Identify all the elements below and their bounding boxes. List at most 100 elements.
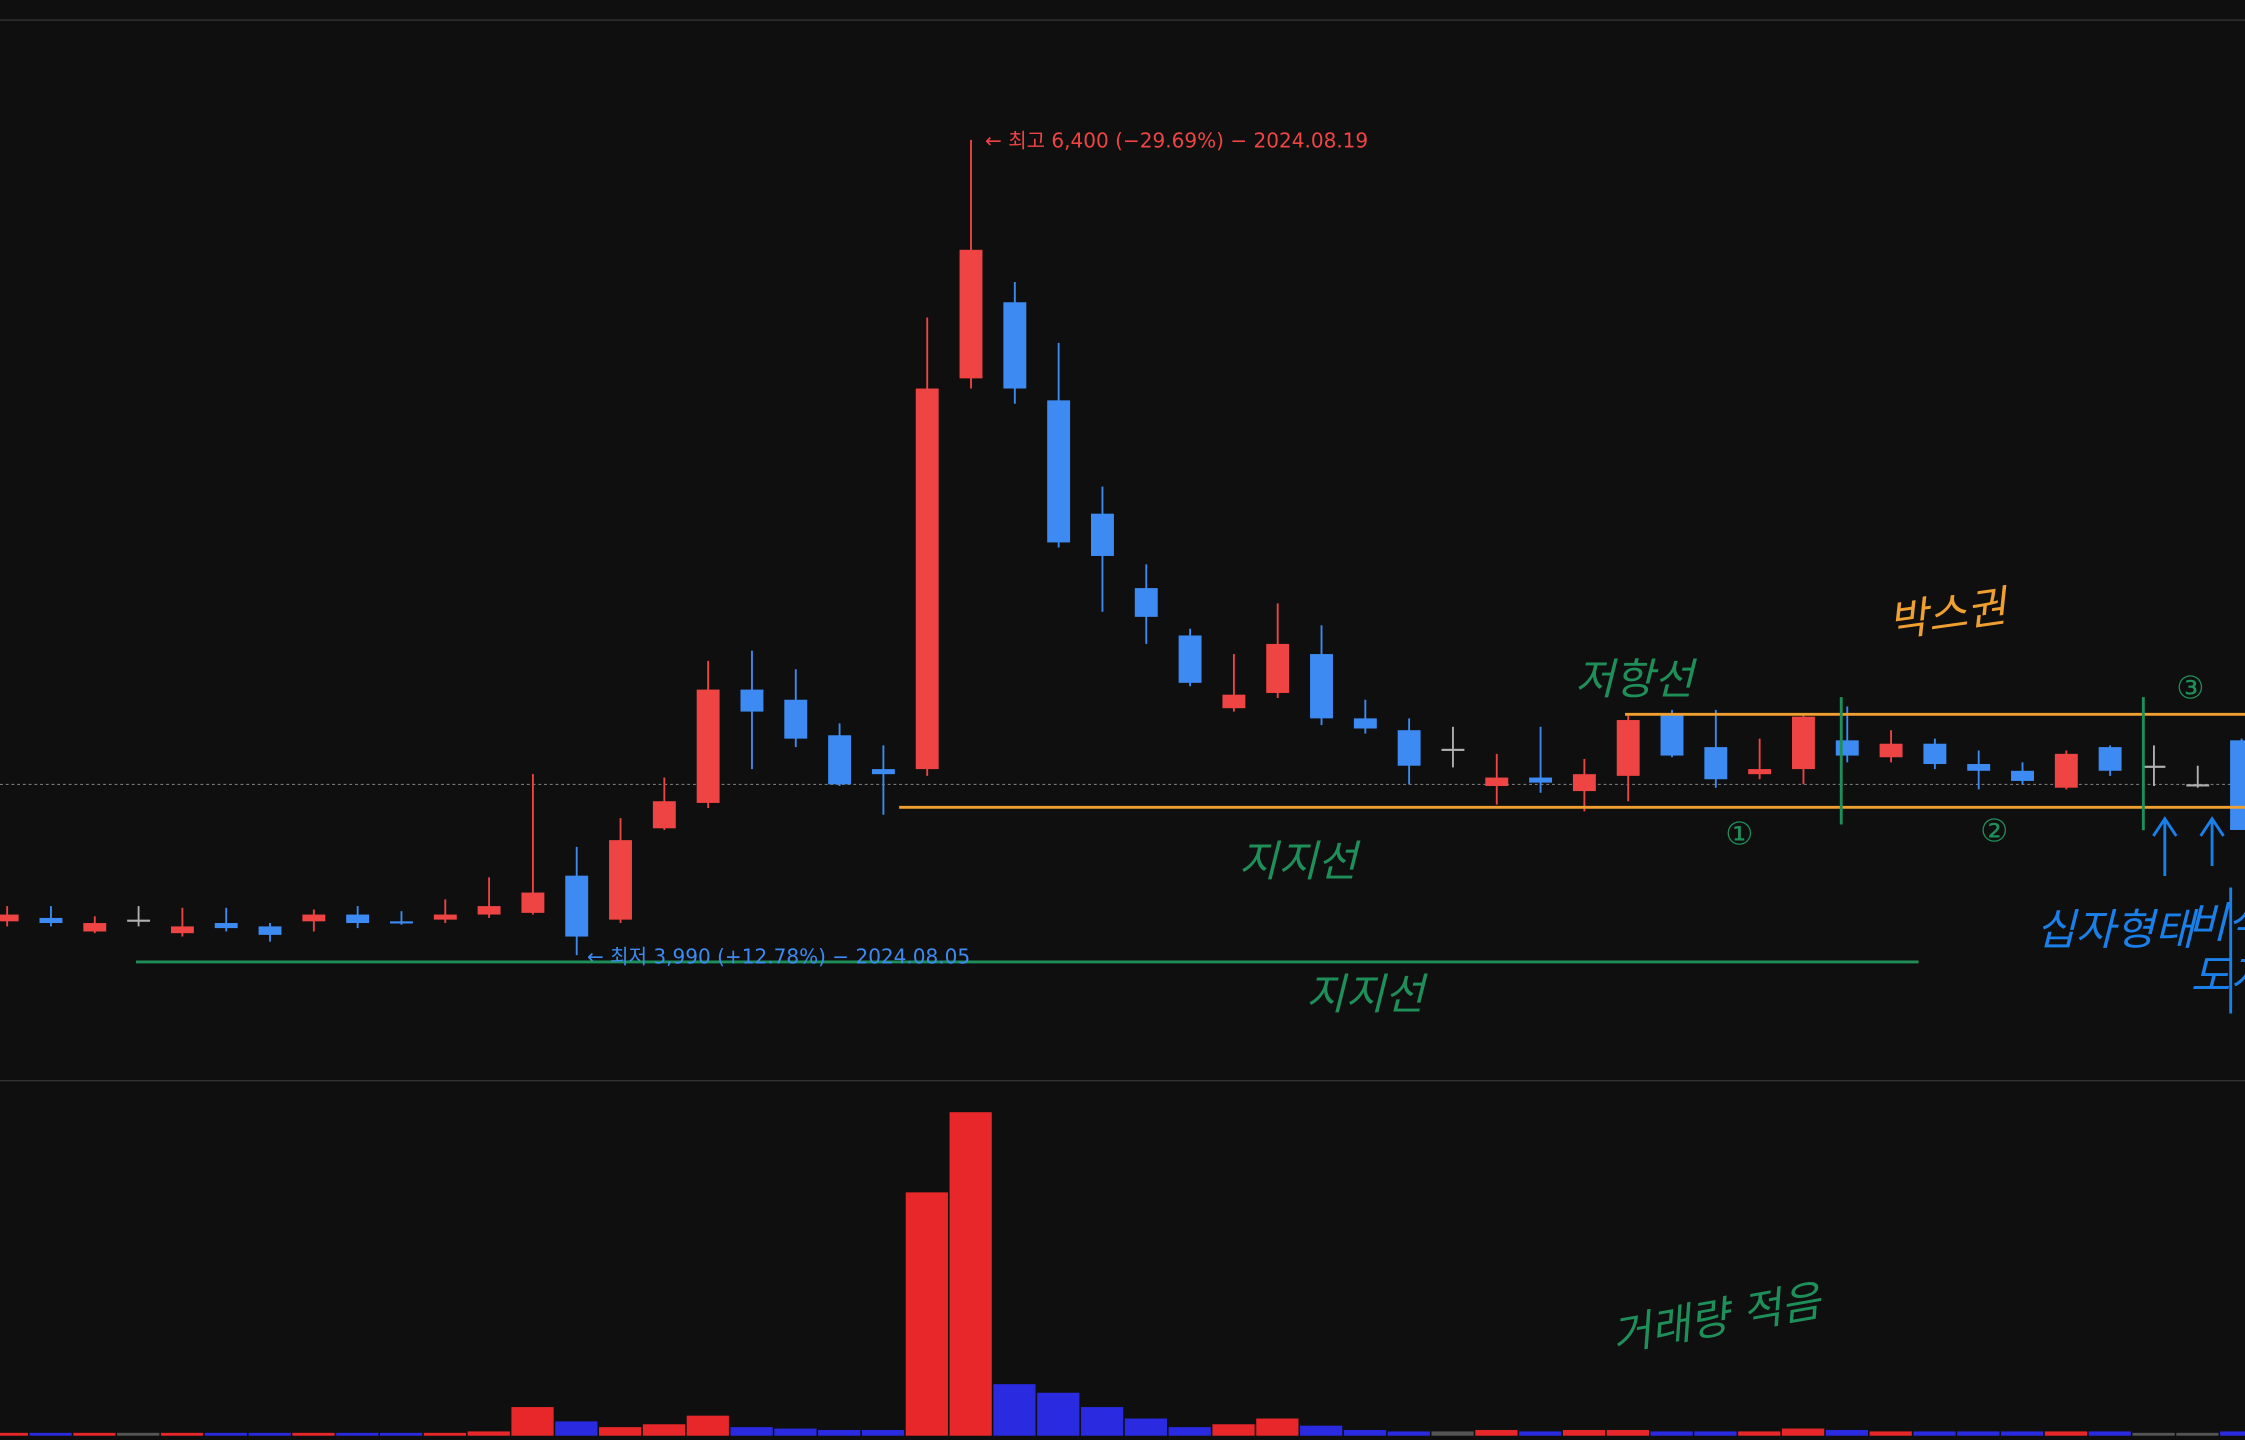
candle-body <box>170 926 194 934</box>
volume-bar <box>423 1432 467 1436</box>
candle-body <box>1529 777 1553 783</box>
volume-bar <box>511 1407 554 1436</box>
annotation: 십자형태 <box>2036 906 2200 956</box>
candle-body <box>1923 743 1947 765</box>
volume-bar <box>599 1427 642 1436</box>
marks <box>0 139 2245 1436</box>
candle-body <box>2054 753 2078 788</box>
candle-body <box>696 689 720 803</box>
volume-bar <box>2220 1431 2245 1436</box>
volume-bar <box>949 1112 992 1436</box>
candle-body <box>740 689 764 712</box>
candle-body <box>2011 770 2034 781</box>
volume-bar <box>774 1428 817 1436</box>
candle-body <box>915 388 939 770</box>
volume-bar <box>818 1429 861 1436</box>
arrow <box>2152 816 2178 877</box>
candle-body <box>127 919 151 922</box>
candle-body <box>1091 513 1114 556</box>
candle-body <box>2186 784 2210 787</box>
volume-bar <box>1869 1431 1912 1436</box>
volume-bar <box>1475 1429 1518 1436</box>
volume-bar <box>1781 1428 1825 1436</box>
candle-body <box>39 917 63 924</box>
volume-bar <box>1256 1418 1299 1436</box>
volume-bar <box>555 1421 598 1436</box>
candle-body <box>828 735 852 785</box>
annotation: 지지선 <box>1306 970 1428 1020</box>
volume-bar <box>730 1427 773 1436</box>
candle-body <box>1441 748 1465 751</box>
candle-body <box>1791 716 1815 770</box>
volume-bar <box>686 1415 729 1436</box>
candle-body <box>565 875 589 937</box>
volume-bar <box>1343 1429 1387 1436</box>
volume-bar <box>861 1429 905 1436</box>
volume-bar <box>2088 1431 2131 1436</box>
volume-bar <box>1124 1418 1168 1436</box>
volume-bar <box>642 1424 686 1436</box>
volume-bar <box>1606 1429 1649 1436</box>
candle-body <box>2230 740 2245 830</box>
volume-bar <box>2044 1431 2088 1436</box>
candle-body <box>1266 643 1290 693</box>
volume-bar <box>29 1432 72 1436</box>
volume-bar <box>1562 1429 1606 1436</box>
candle-body <box>346 914 370 924</box>
low-label: ← 최저 3,990 (+12.78%) − 2024.08.05 <box>587 944 970 968</box>
candle-body <box>1397 730 1421 766</box>
volume-bar <box>2132 1432 2175 1436</box>
volume-bar <box>2176 1432 2219 1436</box>
drawings <box>136 697 2245 1014</box>
candle-body <box>959 249 983 379</box>
volume-bar <box>117 1432 160 1436</box>
volume-bar <box>1650 1431 1693 1436</box>
candle-body <box>302 914 326 922</box>
candle-body <box>1967 764 1991 771</box>
volume-bar <box>1037 1392 1080 1436</box>
volume-bar <box>1431 1431 1474 1436</box>
candle-body <box>1485 777 1509 787</box>
volume-bar <box>993 1384 1036 1436</box>
candle-body <box>0 914 19 922</box>
candle-body <box>1003 302 1027 389</box>
candle-body <box>1660 714 1684 756</box>
candle-body <box>1879 743 1903 758</box>
volume-bar <box>1738 1431 1781 1436</box>
candle-body <box>1222 694 1246 709</box>
candle-body <box>390 921 413 924</box>
candle-body <box>2098 747 2122 771</box>
volume-bar <box>0 1432 28 1436</box>
volume-bar <box>1168 1427 1211 1436</box>
volume-bar <box>467 1431 510 1436</box>
candle-body <box>1835 740 1859 756</box>
annotation: 저항선 <box>1575 655 1697 705</box>
high-label: ← 최고 6,400 (−29.69%) − 2024.08.19 <box>985 128 1368 152</box>
candle-body <box>1178 635 1202 683</box>
volume-bar <box>204 1432 247 1436</box>
volume-bar <box>1825 1429 1869 1436</box>
volume-bar <box>1913 1431 1956 1436</box>
candle-body <box>521 892 545 913</box>
annotation: ③ <box>2176 671 2204 707</box>
arrow <box>2199 816 2225 867</box>
volume-bar <box>248 1432 291 1436</box>
candle-body <box>1572 774 1596 792</box>
candle-body <box>83 923 107 932</box>
annotation: 도지 <box>2191 952 2245 1002</box>
annotation: ② <box>1980 814 2008 850</box>
candle-body <box>1310 654 1333 719</box>
volume-bar <box>1212 1424 1255 1436</box>
annotation: ① <box>1725 817 1753 853</box>
candle-body <box>1353 718 1377 729</box>
volume-bar <box>73 1432 116 1436</box>
volume-bar <box>1957 1431 2000 1436</box>
annotation: 비석 <box>2188 899 2245 949</box>
annotation: 지지선 <box>1238 837 1360 887</box>
candle-body <box>1134 588 1158 617</box>
candle-body <box>1748 769 1772 775</box>
volume-bar <box>1387 1431 1430 1436</box>
candle-body <box>258 926 282 935</box>
